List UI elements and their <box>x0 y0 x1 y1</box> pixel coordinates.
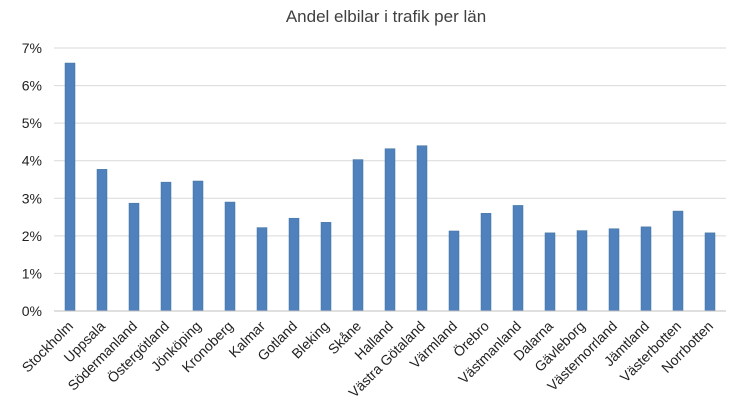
chart-title: Andel elbilar i trafik per län <box>286 7 486 26</box>
bar-14 <box>512 205 524 312</box>
y-tick-label: 2% <box>22 228 42 244</box>
y-tick-label: 6% <box>22 78 42 94</box>
y-axis-ticks: 0% 1% 2% 3% 4% 5% 6% 7% <box>22 40 42 319</box>
bar-13 <box>480 213 492 312</box>
bar-9 <box>352 159 364 312</box>
bar-3 <box>160 181 172 312</box>
bar-8 <box>320 222 332 312</box>
bar-19 <box>672 210 684 312</box>
bar-0 <box>64 62 76 312</box>
y-tick-label: 1% <box>22 265 42 281</box>
bar-2 <box>128 202 140 312</box>
bar-10 <box>384 148 396 312</box>
y-tick-label: 7% <box>22 40 42 56</box>
bar-17 <box>608 228 620 312</box>
y-tick-label: 0% <box>22 303 42 319</box>
bars <box>64 62 716 312</box>
bar-12 <box>448 230 460 312</box>
y-tick-label: 5% <box>22 115 42 131</box>
bar-6 <box>256 227 268 312</box>
bar-20 <box>704 232 716 312</box>
y-tick-label: 3% <box>22 190 42 206</box>
bar-11 <box>416 145 428 312</box>
bar-1 <box>96 169 108 312</box>
bar-4 <box>192 180 204 312</box>
x-axis-ticks: StockholmUppsalaSödermanlandÖstergötland… <box>19 317 717 401</box>
bar-15 <box>544 232 556 312</box>
bar-7 <box>288 217 300 312</box>
bar-16 <box>576 230 588 312</box>
bar-5 <box>224 201 236 312</box>
bar-18 <box>640 226 652 312</box>
y-tick-label: 4% <box>22 153 42 169</box>
